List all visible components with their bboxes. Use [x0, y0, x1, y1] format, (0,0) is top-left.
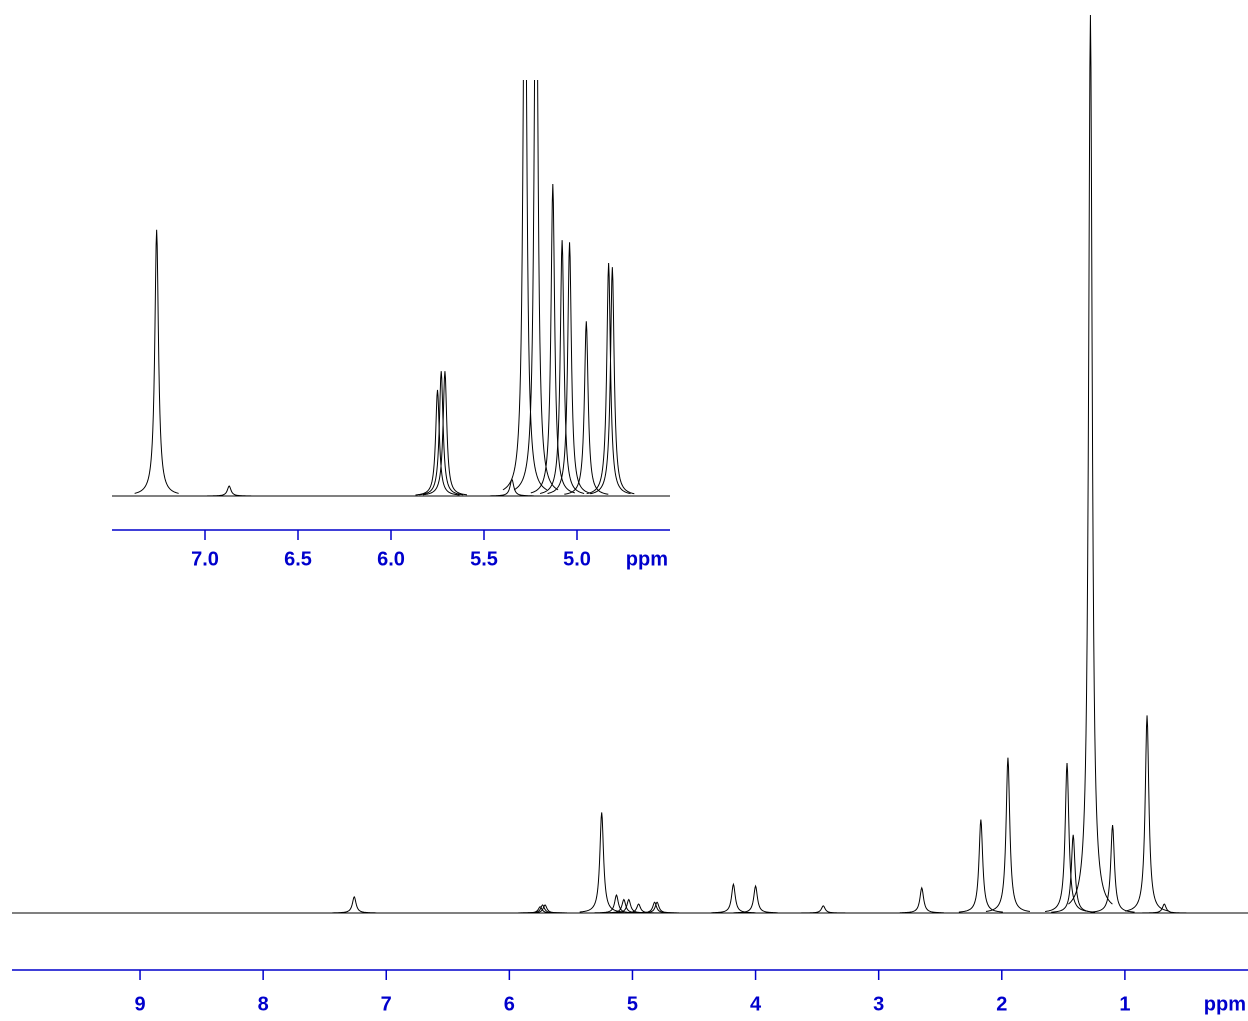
peak [332, 897, 376, 913]
plot-area [12, 15, 1248, 913]
peak [207, 486, 251, 496]
peak [135, 230, 179, 494]
peak [419, 371, 463, 495]
plot-area [112, 0, 670, 496]
peak [1125, 715, 1169, 911]
x-tick-label: 9 [134, 993, 145, 1015]
peak [594, 895, 638, 913]
peak [590, 267, 634, 494]
peak [900, 888, 944, 913]
peak [711, 884, 755, 912]
x-tick-label: 6 [504, 993, 515, 1015]
x-tick-label: 6.5 [284, 548, 312, 570]
peak [959, 820, 1003, 912]
peak [1142, 904, 1186, 913]
peak [490, 479, 534, 495]
peak [416, 390, 460, 495]
x-axis-label: ppm [626, 548, 668, 570]
x-tick-label: 7.0 [191, 548, 219, 570]
peak [1068, 15, 1112, 904]
peak [986, 758, 1030, 912]
peak [1091, 825, 1135, 912]
peak [423, 371, 467, 495]
peak [564, 321, 608, 494]
x-tick-label: 2 [996, 993, 1007, 1015]
peak [801, 906, 845, 913]
x-tick-label: 1 [1119, 993, 1130, 1015]
x-tick-label: 4 [750, 993, 762, 1015]
peak [734, 886, 778, 913]
x-tick-label: 5.0 [563, 548, 591, 570]
x-tick-label: 8 [258, 993, 269, 1015]
x-tick-label: 6.0 [377, 548, 405, 570]
x-tick-label: 5 [627, 993, 638, 1015]
x-tick-label: 5.5 [470, 548, 498, 570]
peak [587, 263, 631, 494]
peak [503, 0, 547, 490]
peak [1045, 763, 1089, 911]
nmr-spectrum: 9 8 7 6 5 4 3 2 1 ppm 7.0 6.5 6.0 5.5 5.0 ppm [0, 0, 1248, 1021]
peak [1051, 835, 1095, 912]
x-tick-label: 7 [381, 993, 392, 1015]
x-tick-label: 3 [873, 993, 884, 1015]
x-axis-label: ppm [1204, 993, 1246, 1015]
